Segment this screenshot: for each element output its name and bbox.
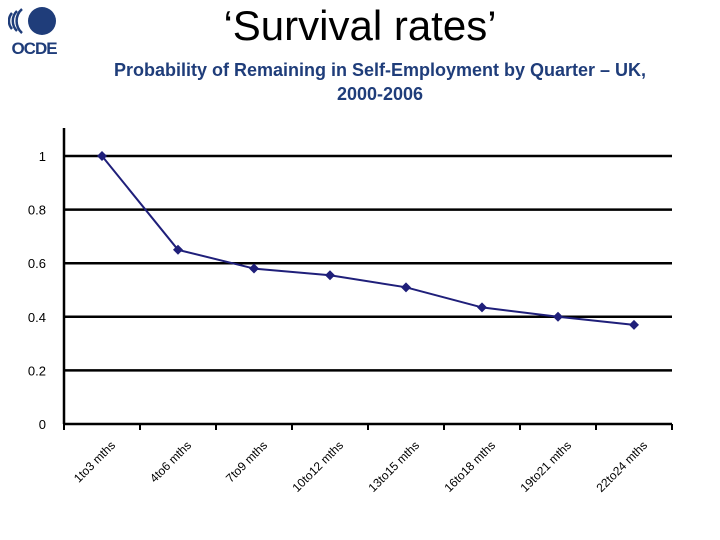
x-category-label: 10to12 mths	[290, 438, 347, 495]
data-point-marker	[173, 244, 183, 255]
x-category-label: 1to3 mths	[71, 438, 118, 485]
data-point-marker	[629, 319, 639, 330]
series-layer	[97, 151, 639, 330]
data-point-marker	[325, 270, 335, 281]
y-tick-label: 0	[39, 417, 46, 432]
data-point-marker	[553, 311, 563, 322]
subtitle-line-1: Probability of Remaining in Self-Employm…	[113, 60, 647, 80]
x-category-label: 7to9 mths	[223, 438, 270, 485]
x-category-label: 4to6 mths	[147, 438, 194, 485]
subtitle-line-2: 2000-2006	[336, 84, 424, 104]
y-tick-label: 0.6	[28, 256, 46, 271]
data-point-marker	[477, 302, 487, 313]
y-tick-label: 0.8	[28, 203, 46, 218]
y-tick-label: 1	[39, 149, 46, 164]
oecd-logo-mark	[7, 7, 56, 35]
data-point-marker	[97, 151, 107, 161]
axis-layer	[62, 128, 673, 430]
page-title: ‘Survival rates’	[223, 2, 497, 49]
x-category-label: 19to21 mths	[518, 438, 575, 495]
data-point-marker	[401, 282, 411, 293]
x-category-label: 13to15 mths	[366, 438, 423, 495]
label-layer: 0 0.2 0.4 0.6 0.8 1 1to3 mths 4to6 mths 7to9 mth…	[28, 149, 650, 495]
oecd-logo: OCDE	[7, 4, 60, 60]
logo-text: OCDE	[11, 39, 57, 58]
y-tick-label: 0.4	[28, 310, 46, 325]
x-category-label: 16to18 mths	[442, 438, 499, 495]
y-tick-label: 0.2	[28, 363, 46, 378]
data-point-marker	[249, 263, 259, 274]
grid-layer	[64, 154, 672, 372]
x-category-label: 22to24 mths	[594, 438, 651, 495]
chart-subtitle: Probability of Remaining in Self-Employm…	[40, 58, 720, 106]
series-line	[101, 155, 635, 326]
